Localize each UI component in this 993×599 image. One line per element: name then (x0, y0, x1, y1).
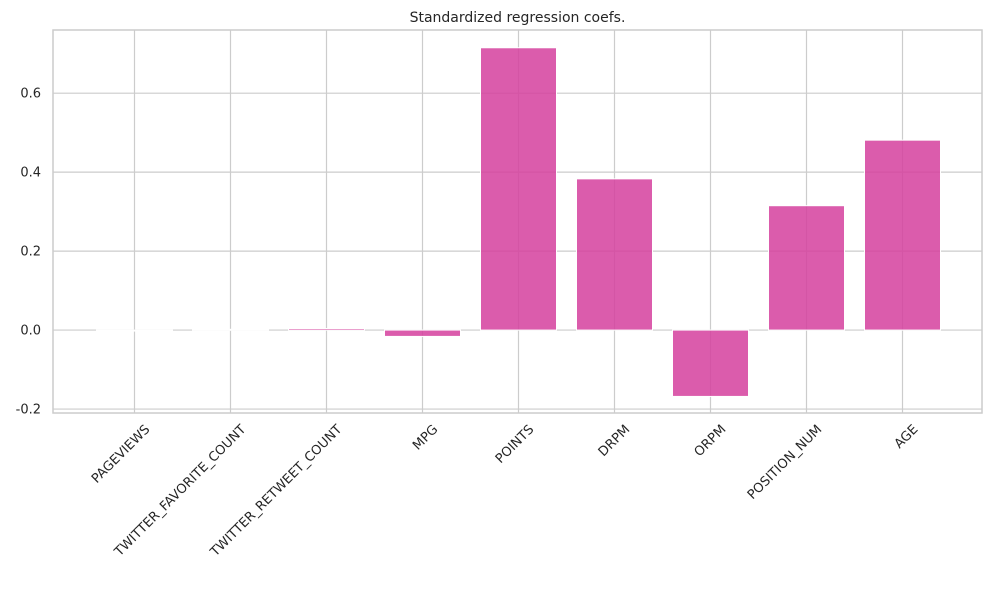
bar-twitter-retweet-count (288, 328, 365, 331)
x-tick-label: PAGEVIEWS (89, 422, 153, 486)
y-tick-label: -0.2 (16, 403, 41, 418)
bar-mpg (384, 329, 461, 337)
bar-drpm (576, 178, 653, 331)
x-tick-labels: PAGEVIEWSTWITTER_FAVORITE_COUNTTWITTER_R… (89, 422, 921, 560)
y-tick-label: 0.2 (20, 245, 41, 260)
plot-frame (52, 29, 983, 414)
bar-orpm (672, 329, 749, 397)
bar-twitter-favorite-count (192, 328, 269, 331)
bar-pageviews (96, 329, 173, 332)
bars-layer (96, 47, 941, 397)
bar-position-num (768, 205, 845, 331)
bar-age (864, 139, 941, 331)
x-tick-label: POSITION_NUM (745, 422, 826, 503)
x-tick-label: ORPM (692, 422, 730, 460)
x-tick-label: POINTS (493, 422, 537, 466)
x-tick-label: AGE (892, 422, 922, 452)
bar-points (480, 47, 557, 331)
x-tick-label: DRPM (596, 422, 634, 460)
x-tick-label: MPG (410, 422, 441, 453)
y-tick-label: 0.0 (20, 324, 41, 339)
y-tick-label: 0.6 (20, 87, 41, 102)
y-tick-label: 0.4 (20, 166, 41, 181)
chart-title: Standardized regression coefs. (410, 10, 626, 26)
y-tick-labels: -0.2 0.0 0.2 0.4 0.6 (16, 87, 41, 418)
